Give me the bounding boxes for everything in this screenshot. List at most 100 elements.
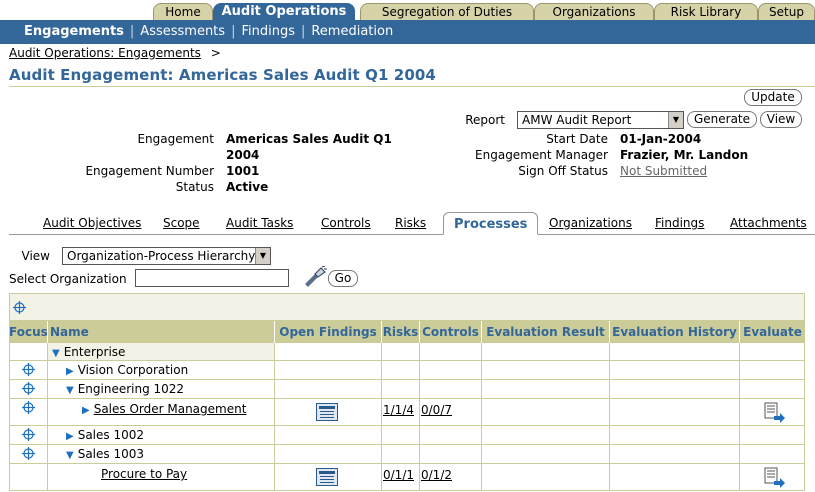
controls-cell <box>420 380 482 398</box>
evaluation-result-cell <box>482 343 610 360</box>
focus-cell <box>9 361 48 379</box>
evaluation-result-cell <box>482 445 610 463</box>
process-link-sales-order-management[interactable]: Sales Order Management <box>93 402 247 416</box>
subnav-findings[interactable]: Findings <box>241 24 295 39</box>
triangle-right-icon[interactable]: ▶ <box>66 431 74 442</box>
tab-risk-library[interactable]: Risk Library <box>654 3 758 20</box>
crosshair-icon[interactable] <box>22 428 35 441</box>
subnav-separator: | <box>231 24 236 39</box>
view-select-value: Organization-Process Hierarchy <box>67 249 256 263</box>
crosshair-icon[interactable] <box>22 401 35 414</box>
column-focus: Focus <box>9 321 48 343</box>
go-button[interactable]: Go <box>328 270 358 287</box>
tab-audit-operations[interactable]: Audit Operations <box>213 3 355 20</box>
risks-link[interactable]: 0/1/1 <box>383 468 414 482</box>
controls-cell <box>420 426 482 444</box>
triangle-right-icon[interactable]: ▶ <box>82 405 90 416</box>
risks-link[interactable]: 1/1/4 <box>383 403 414 417</box>
table-row: ▼ Enterprise <box>9 343 805 361</box>
update-button[interactable]: Update <box>744 89 802 106</box>
generate-button[interactable]: Generate <box>687 111 757 128</box>
triangle-down-icon[interactable]: ▼ <box>66 450 74 461</box>
evaluate-cell <box>740 380 805 398</box>
controls-cell: 0/0/7 <box>420 399 482 425</box>
select-organization-label: Select Organization <box>9 272 127 286</box>
subtab-processes[interactable]: Processes <box>443 212 539 235</box>
column-evaluation-history: Evaluation History <box>610 321 740 343</box>
focus-cell <box>9 380 48 398</box>
risks-cell: 1/1/4 <box>382 399 420 425</box>
evaluate-cell <box>740 343 805 360</box>
breadcrumb: Audit Operations: Engagements > <box>9 46 221 60</box>
focus-cell <box>9 399 48 425</box>
column-name: Name <box>48 321 275 343</box>
tab-home[interactable]: Home <box>153 3 213 20</box>
evaluation-result-cell <box>482 380 610 398</box>
tab-organizations[interactable]: Organizations <box>534 3 654 20</box>
crosshair-icon[interactable] <box>22 363 35 376</box>
subnav-remediation[interactable]: Remediation <box>311 24 394 39</box>
open-findings-cell <box>275 464 382 490</box>
controls-link[interactable]: 0/1/2 <box>421 468 452 482</box>
subtab-attachments[interactable]: Attachments <box>730 216 807 230</box>
subnav-engagements[interactable]: Engagements <box>24 24 124 39</box>
subtab-audit-objectives[interactable]: Audit Objectives <box>43 216 142 230</box>
column-evaluate: Evaluate <box>743 325 802 339</box>
triangle-down-icon[interactable]: ▼ <box>66 385 74 396</box>
open-findings-cell <box>275 361 382 379</box>
process-link-procure-to-pay[interactable]: Procure to Pay <box>101 467 188 481</box>
breadcrumb-engagements-link[interactable]: Audit Operations: Engagements <box>9 46 201 60</box>
findings-list-icon[interactable] <box>316 403 338 421</box>
crosshair-icon[interactable] <box>13 301 26 314</box>
engagement-manager-label: Engagement Manager <box>475 148 608 162</box>
tab-setup[interactable]: Setup <box>758 3 815 20</box>
subtab-risks[interactable]: Risks <box>395 216 427 230</box>
flashlight-search-icon[interactable] <box>303 266 327 288</box>
crosshair-icon[interactable] <box>22 447 35 460</box>
table-row: ▶ Sales 1002 <box>9 426 805 445</box>
column-controls: Controls <box>420 321 482 343</box>
table-row: Procure to Pay 0/1/1 0/1/2 <box>9 464 805 491</box>
evaluate-icon[interactable] <box>764 467 786 488</box>
subtab-findings[interactable]: Findings <box>655 216 705 230</box>
node-label: Enterprise <box>63 345 126 359</box>
name-cell: ▼ Engineering 1022 <box>48 380 275 398</box>
open-findings-cell <box>275 343 382 360</box>
evaluation-result-cell <box>482 426 610 444</box>
tab-segregation-of-duties[interactable]: Segregation of Duties <box>360 3 534 20</box>
view-select[interactable]: Organization-Process Hierarchy ▼ <box>62 247 271 265</box>
breadcrumb-separator: > <box>210 46 221 60</box>
sign-off-status-link[interactable]: Not Submitted <box>620 164 708 178</box>
table-header: Focus Name Open Findings Risks Controls … <box>9 321 805 343</box>
open-findings-cell <box>275 445 382 463</box>
risks-cell <box>382 445 420 463</box>
controls-link[interactable]: 0/0/7 <box>421 403 452 417</box>
evaluate-cell <box>740 464 805 490</box>
chevron-down-icon[interactable]: ▼ <box>255 248 270 264</box>
status-value: Active <box>226 180 269 194</box>
evaluation-result-cell <box>482 361 610 379</box>
view-label: View <box>21 249 50 263</box>
controls-cell <box>420 445 482 463</box>
evaluate-icon[interactable] <box>764 402 786 423</box>
evaluation-result-cell <box>482 399 610 425</box>
subtab-audit-tasks[interactable]: Audit Tasks <box>226 216 294 230</box>
report-select[interactable]: AMW Audit Report ▼ <box>517 111 684 129</box>
findings-list-icon[interactable] <box>316 468 338 486</box>
subtab-organizations[interactable]: Organizations <box>549 216 632 230</box>
chevron-down-icon[interactable]: ▼ <box>668 112 683 128</box>
subtab-controls[interactable]: Controls <box>321 216 371 230</box>
select-organization-input[interactable] <box>135 269 289 287</box>
column-risks: Risks <box>382 321 420 343</box>
crosshair-icon[interactable] <box>22 382 35 395</box>
evaluation-history-cell <box>610 464 740 490</box>
engagement-manager-value: Frazier, Mr. Landon <box>620 148 749 162</box>
subnav-assessments[interactable]: Assessments <box>140 24 226 39</box>
triangle-down-icon[interactable]: ▼ <box>52 348 60 359</box>
evaluation-history-cell <box>610 445 740 463</box>
triangle-right-icon[interactable]: ▶ <box>66 366 74 377</box>
title-divider <box>9 86 815 87</box>
view-button[interactable]: View <box>760 111 802 128</box>
subtab-scope[interactable]: Scope <box>163 216 200 230</box>
engagement-number-value: 1001 <box>226 164 260 178</box>
